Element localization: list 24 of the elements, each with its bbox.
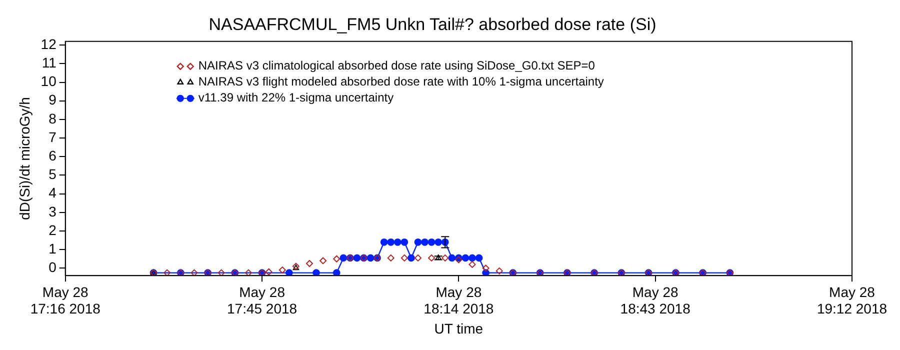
legend-label: NAIRAS v3 climatological absorbed dose rate using SiDose_G0.txt SEP=0 xyxy=(198,58,596,73)
y-tick-label: 7 xyxy=(48,128,57,145)
y-tick-label: 11 xyxy=(42,54,57,71)
x-tick-label: May 28 19:12 2018 xyxy=(816,284,888,317)
y-tick-label: 6 xyxy=(48,148,57,164)
y-tick-label: 9 xyxy=(48,92,57,108)
y-tick-label: 1 xyxy=(48,240,57,256)
y-tick-label: 2 xyxy=(48,222,57,238)
legend-label: NAIRAS v3 flight modeled absorbed dose rate with 10% 1-sigma uncertainty xyxy=(198,74,604,89)
y-tick-label: 5 xyxy=(48,166,57,182)
y-tick-label: 8 xyxy=(48,110,57,126)
x-tick-label: May 28 18:14 2018 xyxy=(424,284,494,317)
y-tick-label: 12 xyxy=(40,36,57,52)
chart-title: NASAAFRCMUL_FM5 Unkn Tail#? absorbed dose rate (Si) xyxy=(208,14,656,34)
y-axis-title: dD(Si)/dt microGy/h xyxy=(16,97,32,220)
y-tick-label: 0 xyxy=(48,259,57,276)
x-axis-title: UT time xyxy=(434,320,484,336)
y-tick-label: 4 xyxy=(48,184,57,201)
y-tick-label: 3 xyxy=(48,203,57,220)
x-tick-label: May 28 17:16 2018 xyxy=(30,284,101,317)
legend-label: v11.39 with 22% 1-sigma uncertainty xyxy=(198,90,394,105)
y-tick-label: 10 xyxy=(40,73,57,90)
x-tick-label: May 28 18:43 2018 xyxy=(620,284,691,317)
x-tick-label: May 28 17:45 2018 xyxy=(226,284,298,317)
